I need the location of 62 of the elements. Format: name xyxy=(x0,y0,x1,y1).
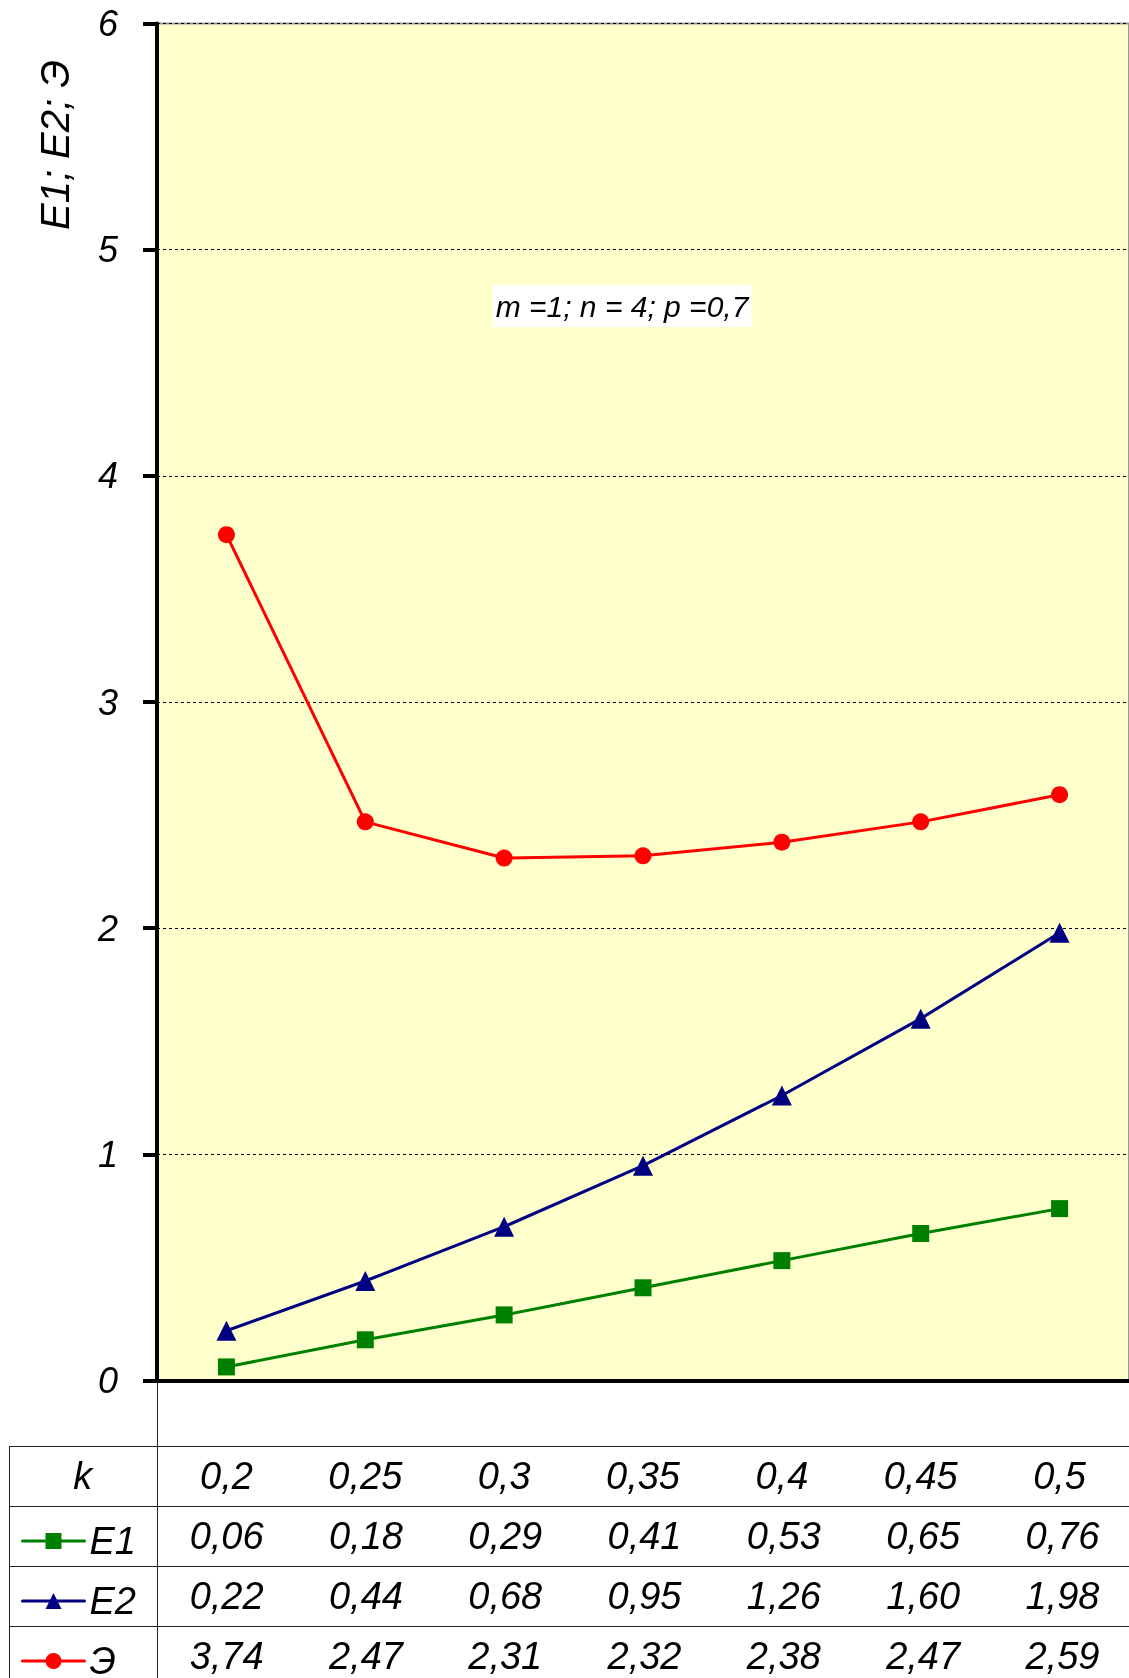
point xyxy=(216,1320,237,1341)
point xyxy=(773,833,791,851)
point xyxy=(771,1085,792,1106)
point xyxy=(912,813,930,831)
y-tick-label: 5 xyxy=(97,229,119,271)
point xyxy=(634,1279,652,1297)
point xyxy=(912,1224,930,1242)
x-tick-label: 0,3 xyxy=(477,1455,531,1497)
point xyxy=(633,1155,653,1176)
data-label: 2,38 xyxy=(745,1634,822,1678)
data-label: 0,95 xyxy=(606,1574,683,1619)
annotation: m =1; n = 4; p =0,7 xyxy=(495,289,750,323)
data-label: 0,18 xyxy=(327,1514,404,1559)
data-label: 2,32 xyxy=(606,1634,683,1678)
data-label: 0,68 xyxy=(467,1574,544,1619)
data-label: 0,76 xyxy=(1024,1514,1101,1559)
point xyxy=(773,1252,791,1270)
data-label: 0,06 xyxy=(188,1514,265,1559)
point xyxy=(495,849,513,867)
point xyxy=(1051,1200,1069,1218)
data-label: 2,47 xyxy=(885,1634,963,1678)
x-tick-label: 0,4 xyxy=(755,1455,809,1497)
point xyxy=(356,1331,374,1349)
y-tick-label: 0 xyxy=(97,1360,118,1401)
legend-label: E1 xyxy=(89,1520,136,1562)
data-label: 0,29 xyxy=(467,1514,544,1559)
y-tick-label: 1 xyxy=(97,1133,118,1175)
x-tick-label: 0,5 xyxy=(1033,1455,1087,1497)
point xyxy=(495,1306,513,1324)
point xyxy=(634,847,652,865)
point xyxy=(910,1008,931,1029)
data-label: 2,59 xyxy=(1024,1634,1101,1678)
data-label: 2,31 xyxy=(467,1634,544,1678)
data-label: 1,60 xyxy=(885,1574,962,1619)
legend-label: Э xyxy=(89,1640,116,1678)
x-axis-title: k xyxy=(72,1454,95,1499)
data-label: 0,22 xyxy=(188,1574,265,1619)
point xyxy=(355,1270,376,1291)
data-label: 1,98 xyxy=(1024,1574,1101,1619)
data-label: 3,74 xyxy=(188,1634,265,1678)
y-tick-label: 4 xyxy=(97,455,118,497)
point xyxy=(494,1216,515,1237)
y-tick-label: 3 xyxy=(97,681,118,723)
data-label: 0,41 xyxy=(606,1514,683,1559)
data-label: 0,65 xyxy=(885,1514,962,1559)
data-label: 0,53 xyxy=(745,1514,822,1559)
y-axis-title: E1; E2; Э xyxy=(33,59,77,231)
point xyxy=(1049,922,1070,943)
point xyxy=(217,526,235,544)
x-tick-label: 0,45 xyxy=(883,1455,959,1497)
legend-label: E2 xyxy=(89,1580,136,1622)
y-tick-label: 2 xyxy=(96,907,118,949)
point xyxy=(356,813,374,831)
y-tick-label: 6 xyxy=(97,3,119,44)
data-label: 1,26 xyxy=(745,1574,822,1619)
data-label: 0,44 xyxy=(327,1574,404,1619)
x-tick-label: 0,35 xyxy=(606,1455,681,1497)
data-label: 2,47 xyxy=(327,1634,405,1678)
point xyxy=(217,1358,235,1376)
x-tick-label: 0,25 xyxy=(328,1455,404,1497)
x-tick-label: 0,2 xyxy=(200,1455,253,1497)
point xyxy=(1051,786,1069,804)
